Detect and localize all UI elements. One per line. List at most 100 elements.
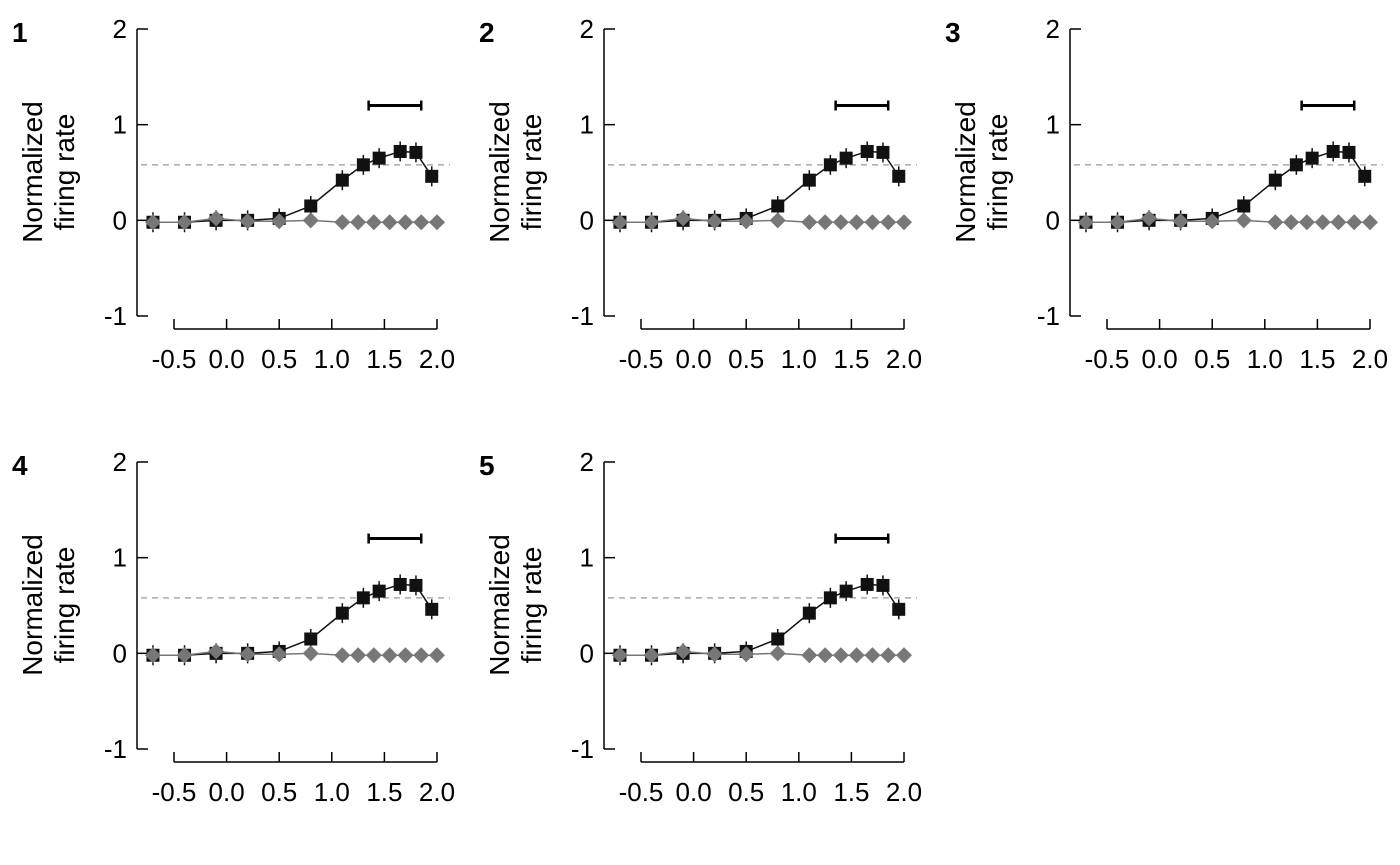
x-tick-label: 1.5 <box>366 344 402 374</box>
data-point-square <box>839 584 853 598</box>
data-point-diamond <box>208 210 225 227</box>
data-point-diamond <box>643 647 660 664</box>
data-point-diamond <box>429 214 445 231</box>
data-point-diamond <box>397 647 414 664</box>
data-point-diamond <box>381 214 398 231</box>
data-point-diamond <box>1314 214 1331 231</box>
data-point-diamond <box>832 647 849 664</box>
x-tick-label: 0.5 <box>728 344 764 374</box>
y-tick-label: -1 <box>1037 301 1060 331</box>
data-point-square <box>1358 169 1372 183</box>
y-axis-label: Normalized firing rate <box>17 534 80 676</box>
y-axis-label-line2: firing rate <box>49 547 80 664</box>
x-tick-label: 2.0 <box>419 777 455 807</box>
data-point-diamond <box>1298 214 1315 231</box>
y-axis-label-line2: firing rate <box>982 114 1013 231</box>
x-tick-label: 1.5 <box>366 777 402 807</box>
x-tick-label: -0.5 <box>619 777 664 807</box>
x-tick-label: 1.0 <box>781 344 817 374</box>
data-point-diamond <box>611 647 628 664</box>
data-point-diamond <box>817 214 834 231</box>
data-point-diamond <box>1172 213 1189 230</box>
data-point-square <box>839 151 853 165</box>
data-point-square <box>1289 158 1303 172</box>
panel-label: 4 <box>12 450 28 481</box>
data-point-square <box>802 173 816 187</box>
data-point-diamond <box>144 647 161 664</box>
data-point-square <box>860 144 874 158</box>
y-tick-label: 2 <box>1046 14 1060 44</box>
data-point-diamond <box>302 645 319 662</box>
x-tick-label: 2.0 <box>886 344 922 374</box>
data-point-diamond <box>864 214 881 231</box>
data-point-diamond <box>769 212 786 229</box>
chart-panel-5: 5 2 1 0 -1 Normalized firing rate -0.5 0.0 0.5 1.0… <box>479 447 922 807</box>
y-axis-label: Normalized firing rate <box>17 101 80 243</box>
data-point-square <box>860 577 874 591</box>
x-tick-label: 0.0 <box>209 777 245 807</box>
y-tick-label: 1 <box>580 543 594 573</box>
data-point-square <box>356 158 370 172</box>
data-point-square <box>802 606 816 620</box>
data-point-diamond <box>1362 214 1378 231</box>
x-tick-label: -0.5 <box>619 344 664 374</box>
y-tick-label: -1 <box>104 301 127 331</box>
data-point-diamond <box>643 214 660 231</box>
data-point-diamond <box>864 647 881 664</box>
data-point-diamond <box>208 643 225 660</box>
chart-panel-1: 1 2 1 0 -1 Normalized firing rate -0.5 0.0 0.5 1.0… <box>12 14 455 374</box>
data-point-diamond <box>1330 214 1347 231</box>
data-point-diamond <box>413 214 430 231</box>
data-point-diamond <box>1235 212 1252 229</box>
data-point-square <box>393 577 407 591</box>
data-point-diamond <box>365 647 382 664</box>
x-tick-label: 0.5 <box>261 344 297 374</box>
y-axis-label-line2: firing rate <box>516 547 547 664</box>
data-point-diamond <box>611 214 628 231</box>
y-tick-label: 2 <box>580 447 594 477</box>
x-tick-label: 0.0 <box>676 344 712 374</box>
data-point-square <box>1305 151 1319 165</box>
data-point-square <box>1342 145 1356 159</box>
data-point-square <box>372 584 386 598</box>
x-tick-label: -0.5 <box>152 344 197 374</box>
y-tick-label: -1 <box>571 301 594 331</box>
y-tick-label: 0 <box>580 638 594 668</box>
y-tick-label: -1 <box>571 734 594 764</box>
data-point-diamond <box>675 210 692 227</box>
data-point-diamond <box>381 647 398 664</box>
data-point-square <box>335 173 349 187</box>
data-point-square <box>372 151 386 165</box>
data-point-diamond <box>350 214 367 231</box>
y-tick-label: 0 <box>113 205 127 235</box>
x-tick-label: 1.5 <box>833 344 869 374</box>
data-point-square <box>1237 199 1251 213</box>
data-point-diamond <box>271 646 288 663</box>
data-point-diamond <box>769 645 786 662</box>
x-tick-label: 0.0 <box>209 344 245 374</box>
data-point-square <box>425 169 439 183</box>
series-line-square <box>619 150 900 223</box>
data-point-diamond <box>334 214 351 231</box>
series-line-square <box>152 150 433 223</box>
y-axis-label: Normalized firing rate <box>484 534 547 676</box>
y-axis-label-line1: Normalized <box>484 534 515 676</box>
data-point-diamond <box>176 214 193 231</box>
y-axis-label-line2: firing rate <box>516 114 547 231</box>
y-axis-label-line1: Normalized <box>484 101 515 243</box>
data-point-diamond <box>1204 213 1221 230</box>
x-tick-label: 1.0 <box>1247 344 1283 374</box>
y-axis-label: Normalized firing rate <box>484 101 547 243</box>
data-point-square <box>304 199 318 213</box>
data-point-diamond <box>429 647 445 664</box>
series-line-square <box>152 583 433 656</box>
y-tick-label: 0 <box>580 205 594 235</box>
y-tick-label: 0 <box>113 638 127 668</box>
data-point-diamond <box>350 647 367 664</box>
x-tick-label: 1.0 <box>314 777 350 807</box>
data-point-square <box>409 145 423 159</box>
panel-label: 1 <box>12 17 28 48</box>
x-tick-label: 1.5 <box>833 777 869 807</box>
y-tick-label: 1 <box>113 543 127 573</box>
